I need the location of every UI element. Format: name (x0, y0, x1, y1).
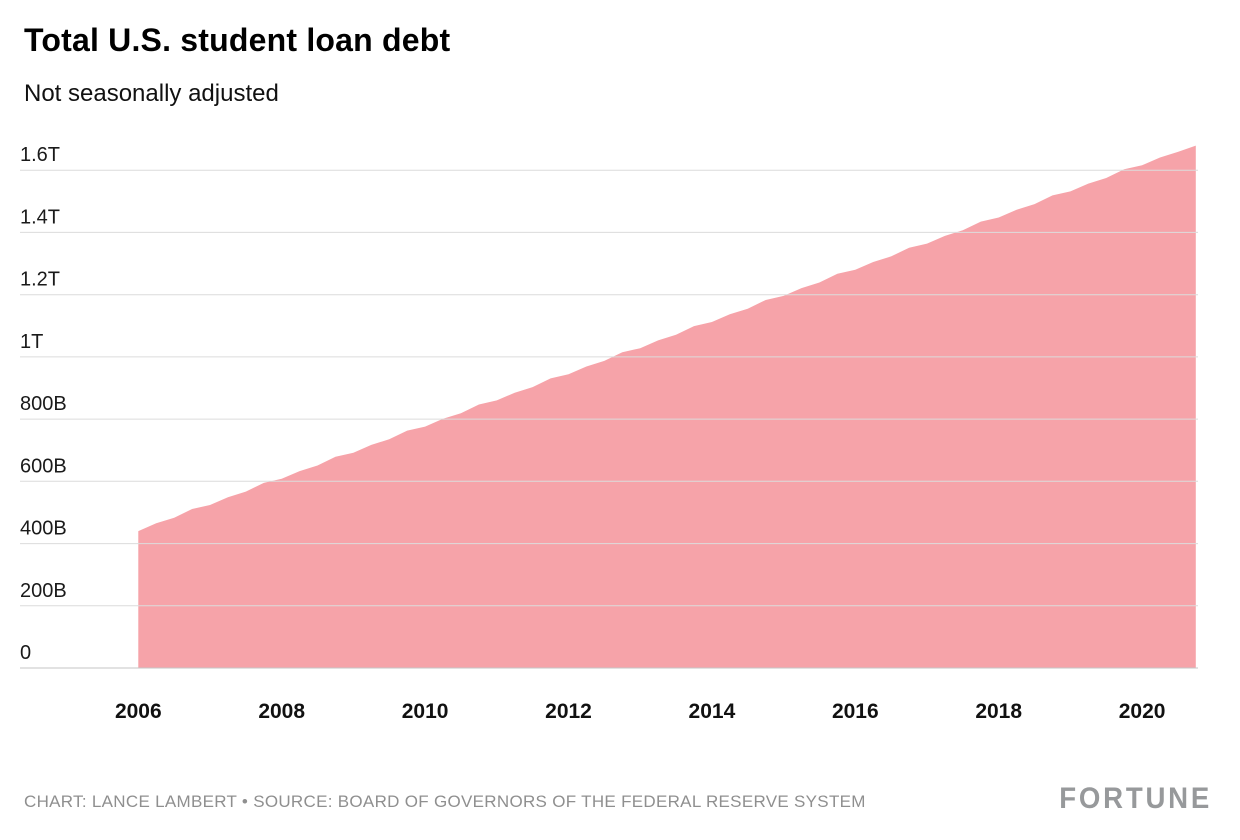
x-tick-label: 2010 (402, 700, 449, 723)
x-tick-label: 2012 (545, 700, 592, 723)
x-tick-label: 2014 (689, 700, 736, 723)
y-tick-label: 0 (20, 642, 31, 664)
y-tick-label: 800B (20, 393, 67, 415)
x-tick-label: 2006 (115, 700, 162, 723)
x-tick-label: 2016 (832, 700, 879, 723)
chart-plot-area: 0 200B 400B 600B 800B 1T 1.2T 1.4T 1.6T 2006 2008 2… (20, 144, 1198, 723)
y-tick-label: 1.4T (20, 206, 60, 228)
y-tick-label: 400B (20, 518, 67, 540)
chart-title: Total U.S. student loan debt (24, 22, 451, 58)
x-tick-label: 2008 (258, 700, 305, 723)
area-series (138, 145, 1196, 669)
y-tick-label: 200B (20, 580, 67, 602)
y-tick-label: 1.6T (20, 144, 60, 166)
x-tick-label: 2018 (975, 700, 1022, 723)
y-tick-label: 1.2T (20, 269, 60, 291)
chart-subtitle: Not seasonally adjusted (24, 80, 279, 107)
chart-credit: CHART: LANCE LAMBERT • SOURCE: BOARD OF … (24, 792, 866, 811)
y-tick-label: 1T (20, 331, 43, 353)
y-tick-label: 600B (20, 455, 67, 477)
fortune-logo: FORTUNE (1059, 782, 1212, 815)
chart-footer: CHART: LANCE LAMBERT • SOURCE: BOARD OF … (24, 782, 1212, 816)
x-tick-label: 2020 (1119, 700, 1166, 723)
